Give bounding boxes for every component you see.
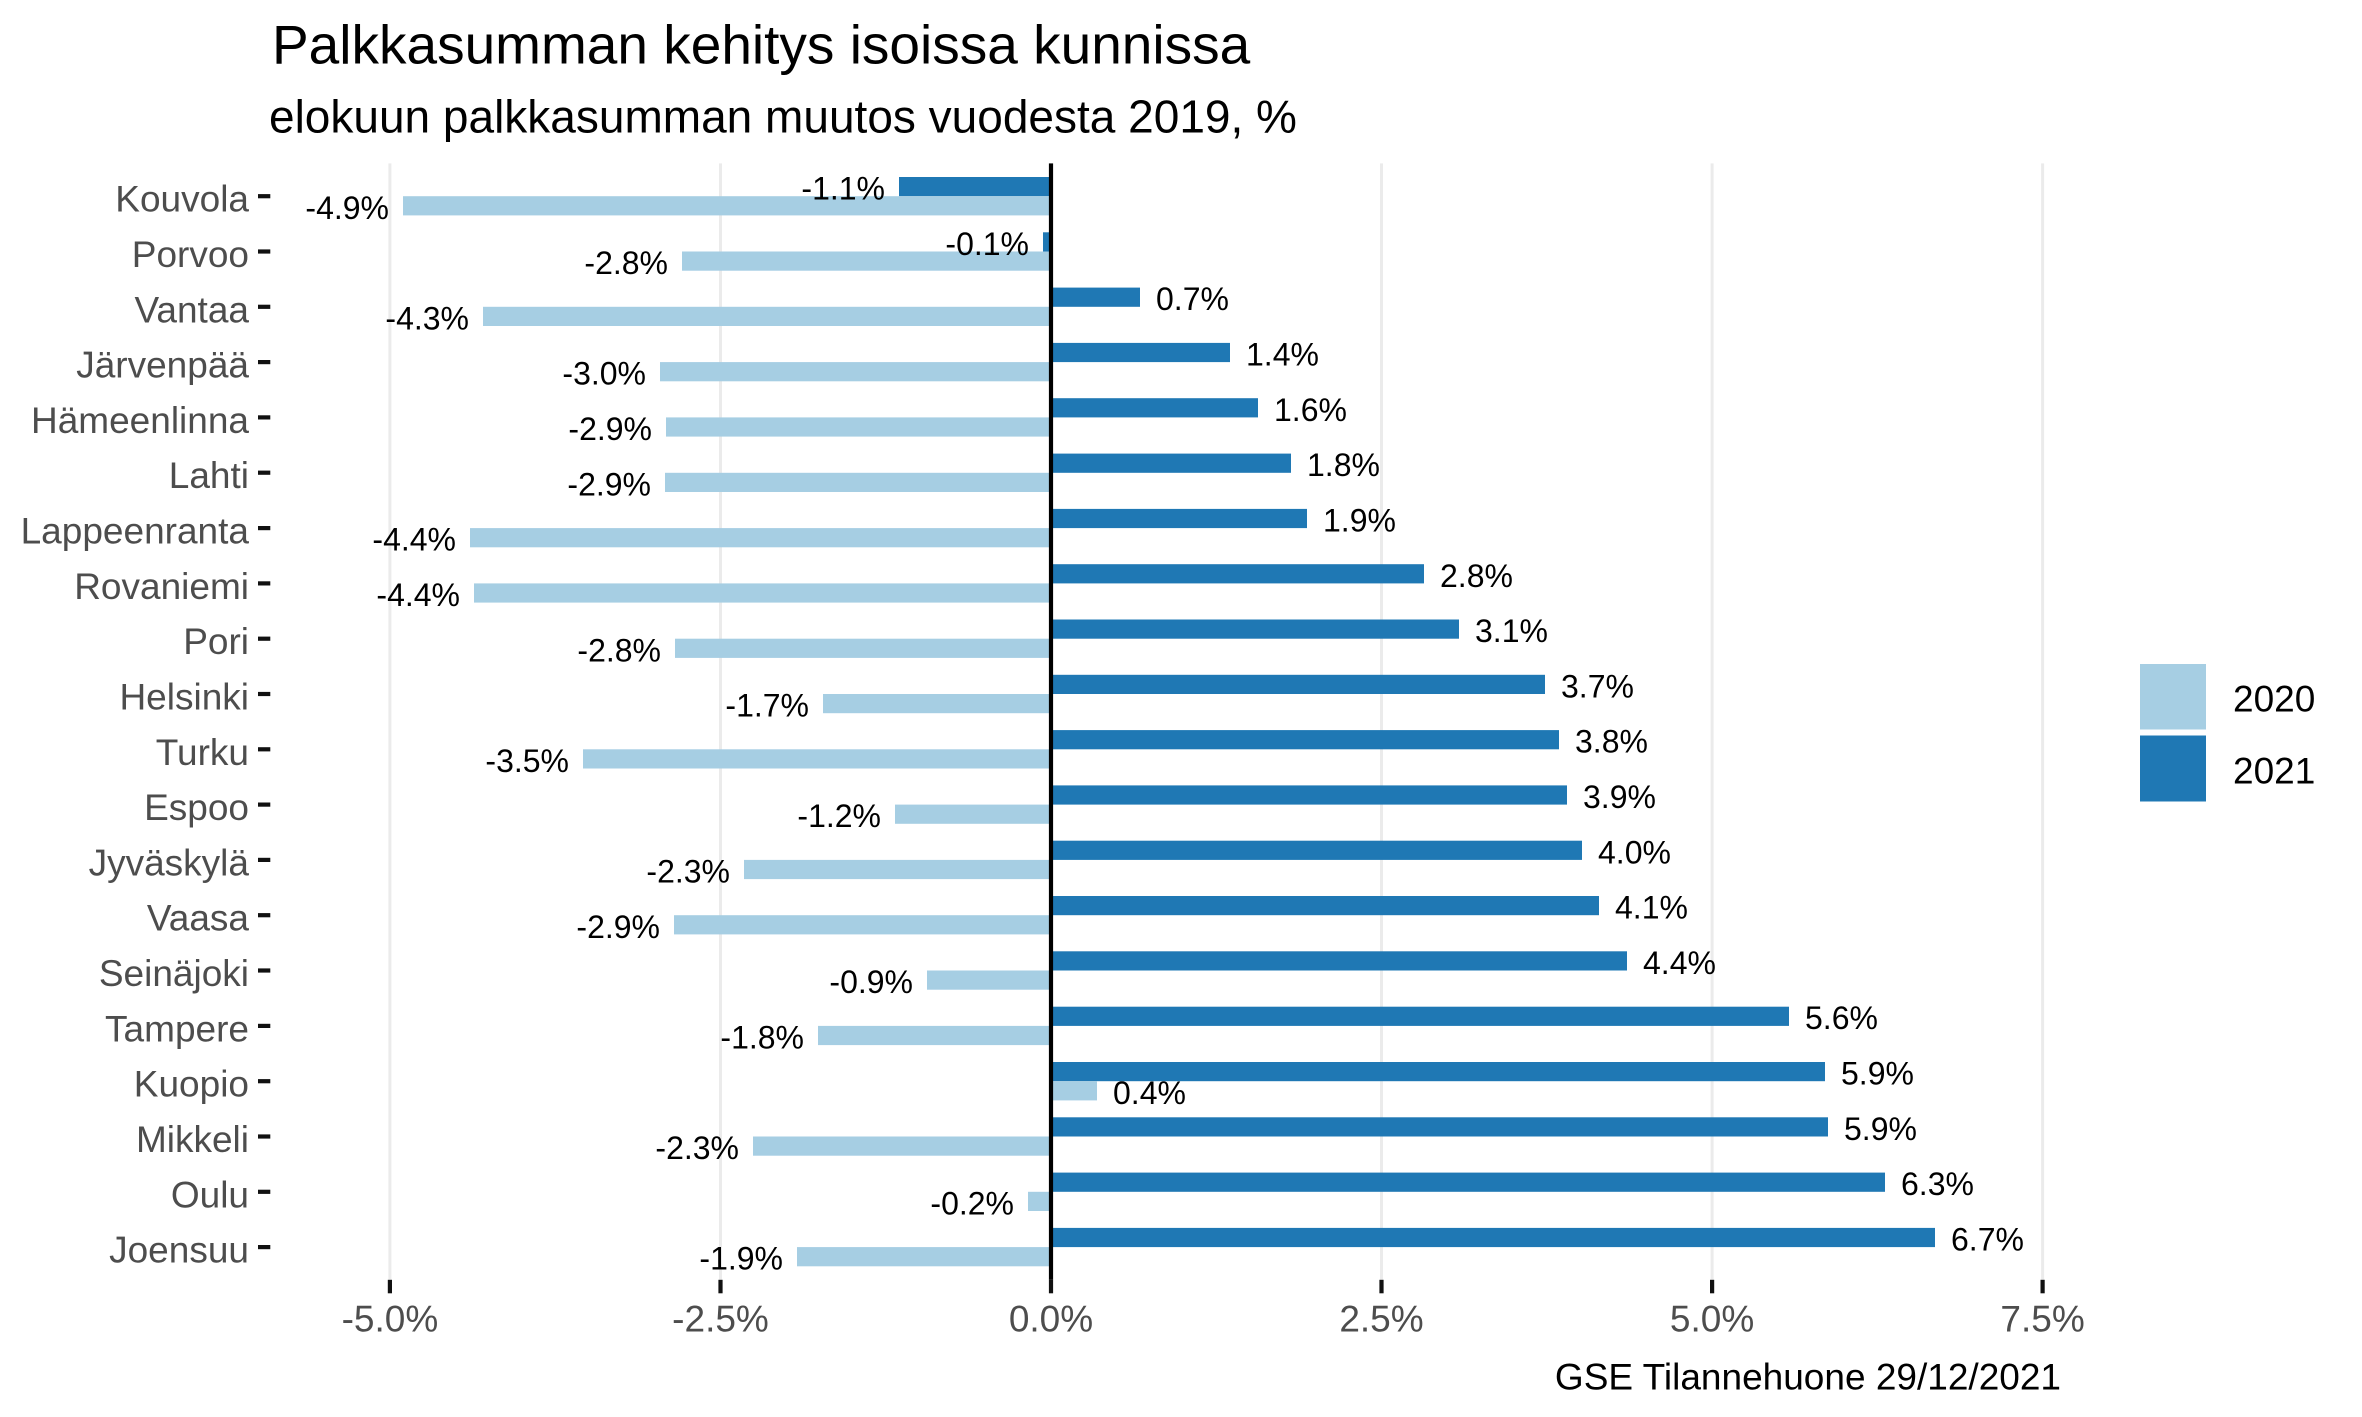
svg-text:6.3%: 6.3% bbox=[1901, 1166, 1974, 1202]
svg-text:Joensuu: Joensuu bbox=[109, 1230, 249, 1271]
svg-text:Turku: Turku bbox=[156, 732, 249, 773]
svg-text:4.4%: 4.4% bbox=[1643, 945, 1716, 981]
svg-text:Lappeenranta: Lappeenranta bbox=[21, 511, 250, 552]
svg-text:Tampere: Tampere bbox=[105, 1008, 249, 1049]
svg-text:1.8%: 1.8% bbox=[1307, 447, 1380, 483]
svg-text:Helsinki: Helsinki bbox=[119, 677, 249, 718]
svg-text:elokuun palkkasumman muutos vu: elokuun palkkasumman muutos vuodesta 201… bbox=[269, 90, 1297, 142]
svg-text:-2.9%: -2.9% bbox=[567, 466, 651, 502]
svg-text:Pori: Pori bbox=[183, 621, 249, 662]
svg-text:Kouvola: Kouvola bbox=[115, 179, 249, 220]
svg-text:-2.5%: -2.5% bbox=[672, 1299, 769, 1340]
svg-text:-4.4%: -4.4% bbox=[376, 577, 460, 613]
svg-text:Vantaa: Vantaa bbox=[134, 289, 249, 330]
svg-text:Seinäjoki: Seinäjoki bbox=[99, 953, 249, 994]
svg-text:Järvenpää: Järvenpää bbox=[76, 345, 249, 386]
svg-text:2020: 2020 bbox=[2233, 679, 2315, 720]
svg-text:0.4%: 0.4% bbox=[1113, 1075, 1186, 1111]
svg-text:Espoo: Espoo bbox=[144, 787, 249, 828]
svg-text:5.0%: 5.0% bbox=[1670, 1299, 1754, 1340]
svg-text:-2.3%: -2.3% bbox=[655, 1130, 739, 1166]
svg-text:-3.5%: -3.5% bbox=[485, 743, 569, 779]
svg-text:3.8%: 3.8% bbox=[1575, 724, 1648, 760]
svg-text:5.6%: 5.6% bbox=[1805, 1000, 1878, 1036]
svg-text:5.9%: 5.9% bbox=[1841, 1056, 1914, 1092]
svg-text:Vaasa: Vaasa bbox=[147, 898, 250, 939]
svg-text:-1.2%: -1.2% bbox=[797, 798, 881, 834]
svg-text:2.5%: 2.5% bbox=[1339, 1299, 1423, 1340]
svg-text:Kuopio: Kuopio bbox=[134, 1064, 249, 1105]
svg-text:-4.9%: -4.9% bbox=[305, 190, 389, 226]
svg-text:-3.0%: -3.0% bbox=[562, 356, 646, 392]
svg-text:-1.1%: -1.1% bbox=[801, 171, 885, 207]
svg-text:GSE Tilannehuone 29/12/2021: GSE Tilannehuone 29/12/2021 bbox=[1555, 1356, 2061, 1397]
svg-text:-2.8%: -2.8% bbox=[584, 245, 668, 281]
svg-text:1.4%: 1.4% bbox=[1246, 337, 1319, 373]
svg-text:Rovaniemi: Rovaniemi bbox=[74, 566, 249, 607]
svg-text:-1.7%: -1.7% bbox=[725, 688, 809, 724]
svg-text:3.1%: 3.1% bbox=[1475, 613, 1548, 649]
svg-text:6.7%: 6.7% bbox=[1951, 1222, 2024, 1258]
svg-text:Oulu: Oulu bbox=[171, 1174, 249, 1215]
svg-text:-4.3%: -4.3% bbox=[385, 300, 469, 336]
svg-text:-0.9%: -0.9% bbox=[829, 964, 913, 1000]
svg-text:Mikkeli: Mikkeli bbox=[136, 1119, 249, 1160]
svg-text:-1.9%: -1.9% bbox=[699, 1241, 783, 1277]
svg-text:5.9%: 5.9% bbox=[1844, 1111, 1917, 1147]
svg-text:1.9%: 1.9% bbox=[1323, 503, 1396, 539]
svg-text:4.0%: 4.0% bbox=[1598, 834, 1671, 870]
svg-text:-5.0%: -5.0% bbox=[342, 1299, 439, 1340]
svg-text:-0.1%: -0.1% bbox=[945, 226, 1029, 262]
svg-text:3.9%: 3.9% bbox=[1583, 779, 1656, 815]
svg-text:-0.2%: -0.2% bbox=[930, 1185, 1014, 1221]
svg-text:0.7%: 0.7% bbox=[1156, 281, 1229, 317]
svg-text:-2.9%: -2.9% bbox=[576, 909, 660, 945]
svg-text:Jyväskylä: Jyväskylä bbox=[89, 842, 250, 883]
svg-text:2.8%: 2.8% bbox=[1440, 558, 1513, 594]
svg-text:Hämeenlinna: Hämeenlinna bbox=[31, 400, 249, 441]
svg-text:3.7%: 3.7% bbox=[1561, 668, 1634, 704]
svg-text:Palkkasumman kehitys isoissa k: Palkkasumman kehitys isoissa kunnissa bbox=[272, 14, 1251, 76]
svg-text:-2.8%: -2.8% bbox=[577, 632, 661, 668]
svg-text:2021: 2021 bbox=[2233, 751, 2315, 792]
svg-text:Lahti: Lahti bbox=[169, 455, 249, 496]
svg-text:0.0%: 0.0% bbox=[1009, 1299, 1093, 1340]
svg-text:4.1%: 4.1% bbox=[1615, 890, 1688, 926]
svg-text:-1.8%: -1.8% bbox=[720, 1020, 804, 1056]
svg-text:Porvoo: Porvoo bbox=[132, 234, 249, 275]
svg-text:-4.4%: -4.4% bbox=[372, 522, 456, 558]
svg-text:-2.9%: -2.9% bbox=[568, 411, 652, 447]
svg-text:7.5%: 7.5% bbox=[2000, 1299, 2084, 1340]
svg-text:-2.3%: -2.3% bbox=[646, 854, 730, 890]
svg-text:1.6%: 1.6% bbox=[1274, 392, 1347, 428]
